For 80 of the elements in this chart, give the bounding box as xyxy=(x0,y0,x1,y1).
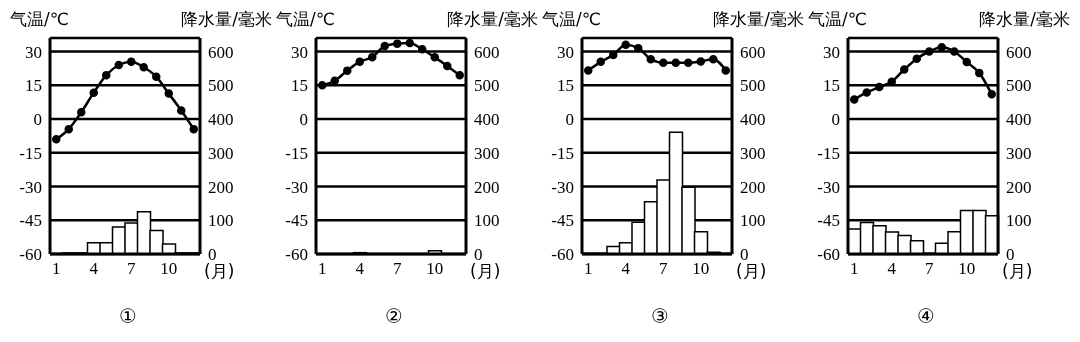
y2-tick-label: 400 xyxy=(740,110,766,130)
text: ④ xyxy=(916,304,936,328)
y2-tick-label: 500 xyxy=(474,76,500,96)
text: ① xyxy=(118,304,138,328)
x-tick-label: 10 xyxy=(692,259,710,279)
y-tick-label: -15 xyxy=(551,143,574,163)
y-axis-title: 气温/℃ xyxy=(542,8,601,31)
y2-tick-label: 100 xyxy=(1006,211,1032,231)
y2-tick-label: 500 xyxy=(1006,76,1032,96)
y-axis-title: 气温/℃ xyxy=(276,8,335,31)
y2-tick-label: 200 xyxy=(208,177,234,197)
x-tick-label: 1 xyxy=(52,259,61,279)
y-tick-label: -30 xyxy=(19,177,42,197)
y2-axis-title: 降水量/毫米 xyxy=(713,8,804,31)
y2-axis-title: 降水量/毫米 xyxy=(447,8,538,31)
y-tick-label: 15 xyxy=(25,76,42,96)
y-tick-label: -45 xyxy=(19,211,42,231)
y2-tick-label: 300 xyxy=(208,143,234,163)
y-tick-label: 30 xyxy=(823,42,840,62)
y-tick-label: -45 xyxy=(817,211,840,231)
x-tick-label: 7 xyxy=(925,259,934,279)
y-tick-label: 15 xyxy=(557,76,574,96)
x-tick-label: 10 xyxy=(426,259,444,279)
y2-tick-label: 600 xyxy=(208,42,234,62)
x-tick-label: 1 xyxy=(850,259,859,279)
y2-tick-label: 300 xyxy=(1006,143,1032,163)
x-tick-label: 4 xyxy=(621,259,631,279)
y2-tick-label: 600 xyxy=(474,42,500,62)
y2-tick-label: 500 xyxy=(740,76,766,96)
y-tick-label: -60 xyxy=(285,245,308,265)
y2-tick-label: 400 xyxy=(1006,110,1032,130)
x-tick-label: 7 xyxy=(127,259,136,279)
y-tick-label: -15 xyxy=(285,143,308,163)
y2-tick-label: 100 xyxy=(474,211,500,231)
y-tick-label: -60 xyxy=(817,245,840,265)
y2-tick-label: 600 xyxy=(740,42,766,62)
x-tick-label: 4 xyxy=(89,259,99,279)
y2-tick-label: 500 xyxy=(208,76,234,96)
y2-axis-title: 降水量/毫米 xyxy=(181,8,272,31)
x-tick-label: 4 xyxy=(355,259,365,279)
y-tick-label: 0 xyxy=(33,110,42,130)
y2-tick-label: 600 xyxy=(1006,42,1032,62)
y-tick-label: 30 xyxy=(557,42,574,62)
x-tick-label: 4 xyxy=(887,259,897,279)
y-tick-label: 15 xyxy=(823,76,840,96)
text: ③ xyxy=(650,304,670,328)
y-tick-label: -30 xyxy=(551,177,574,197)
y-tick-label: 0 xyxy=(299,110,308,130)
x-tick-label: 1 xyxy=(584,259,593,279)
y-tick-label: 15 xyxy=(291,76,308,96)
x-tick-label: 1 xyxy=(318,259,327,279)
y-axis-title: 气温/℃ xyxy=(808,8,867,31)
y-tick-label: -30 xyxy=(285,177,308,197)
y2-tick-label: 400 xyxy=(208,110,234,130)
y-tick-label: 30 xyxy=(291,42,308,62)
y-tick-label: 0 xyxy=(831,110,840,130)
y-tick-label: -60 xyxy=(551,245,574,265)
x-tick-label: 10 xyxy=(160,259,178,279)
y2-axis-title: 降水量/毫米 xyxy=(979,8,1070,31)
y-tick-label: -15 xyxy=(19,143,42,163)
y2-tick-label: 300 xyxy=(474,143,500,163)
y-tick-label: -15 xyxy=(817,143,840,163)
y2-tick-label: 100 xyxy=(740,211,766,231)
y-tick-label: -45 xyxy=(551,211,574,231)
y2-tick-label: 200 xyxy=(474,177,500,197)
y2-tick-label: 200 xyxy=(740,177,766,197)
y2-tick-label: 400 xyxy=(474,110,500,130)
y2-tick-label: 100 xyxy=(208,211,234,231)
y-tick-label: 30 xyxy=(25,42,42,62)
y-tick-label: -45 xyxy=(285,211,308,231)
y2-tick-label: 300 xyxy=(740,143,766,163)
x-tick-label: 7 xyxy=(659,259,668,279)
x-tick-label: 7 xyxy=(393,259,402,279)
y-tick-label: -60 xyxy=(19,245,42,265)
y-tick-label: 0 xyxy=(565,110,574,130)
y-axis-title: 气温/℃ xyxy=(10,8,69,31)
text: ② xyxy=(384,304,404,328)
x-tick-label: 10 xyxy=(958,259,976,279)
y-tick-label: -30 xyxy=(817,177,840,197)
y2-tick-label: 200 xyxy=(1006,177,1032,197)
